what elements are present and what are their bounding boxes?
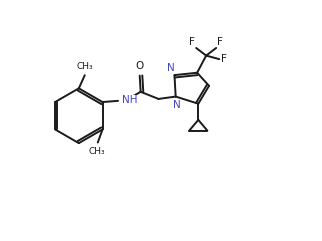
Text: CH₃: CH₃ — [77, 62, 94, 71]
Text: N: N — [173, 100, 180, 110]
Text: NH: NH — [122, 95, 137, 105]
Text: N: N — [167, 63, 175, 73]
Text: F: F — [217, 37, 223, 47]
Text: CH₃: CH₃ — [89, 147, 105, 156]
Text: F: F — [189, 37, 195, 47]
Text: O: O — [136, 61, 144, 71]
Text: F: F — [221, 54, 227, 64]
